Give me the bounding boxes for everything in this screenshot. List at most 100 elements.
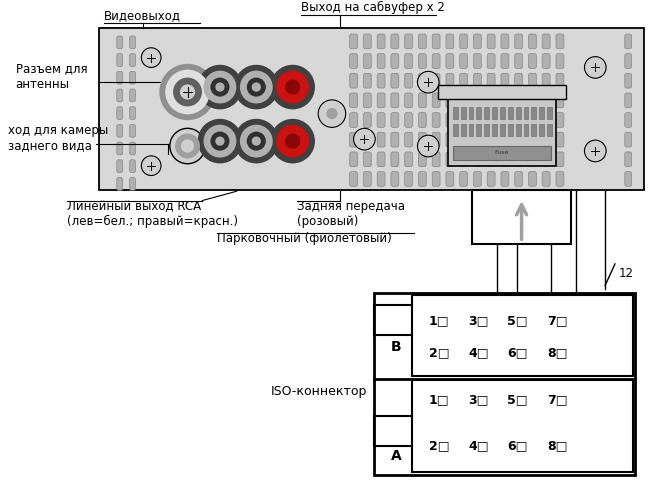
Text: A: A	[391, 449, 401, 463]
Bar	[523, 124, 529, 136]
Bar	[453, 146, 551, 160]
FancyBboxPatch shape	[405, 172, 412, 186]
FancyBboxPatch shape	[405, 132, 412, 147]
Bar	[412, 295, 633, 376]
FancyBboxPatch shape	[364, 53, 372, 69]
FancyBboxPatch shape	[405, 93, 412, 108]
Circle shape	[235, 120, 278, 163]
FancyBboxPatch shape	[501, 53, 509, 69]
Text: Парковочный (фиолетовый): Парковочный (фиолетовый)	[217, 232, 392, 245]
Bar	[453, 124, 458, 136]
FancyBboxPatch shape	[129, 71, 135, 84]
FancyBboxPatch shape	[556, 172, 564, 186]
FancyBboxPatch shape	[418, 132, 426, 147]
FancyBboxPatch shape	[625, 132, 632, 147]
Text: 5□: 5□	[508, 393, 528, 406]
Circle shape	[241, 71, 272, 103]
FancyBboxPatch shape	[405, 73, 412, 88]
Bar	[523, 107, 529, 119]
FancyBboxPatch shape	[487, 172, 495, 186]
Text: 4□: 4□	[468, 346, 488, 359]
Bar	[508, 124, 513, 136]
FancyBboxPatch shape	[543, 93, 550, 108]
Bar	[547, 107, 552, 119]
Circle shape	[216, 137, 224, 145]
Circle shape	[277, 71, 308, 103]
FancyBboxPatch shape	[556, 73, 564, 88]
FancyBboxPatch shape	[460, 34, 467, 49]
FancyBboxPatch shape	[377, 172, 385, 186]
FancyBboxPatch shape	[501, 34, 509, 49]
FancyBboxPatch shape	[473, 53, 481, 69]
FancyBboxPatch shape	[556, 152, 564, 167]
FancyBboxPatch shape	[432, 93, 440, 108]
FancyBboxPatch shape	[556, 34, 564, 49]
FancyBboxPatch shape	[391, 152, 399, 167]
FancyBboxPatch shape	[529, 34, 537, 49]
Circle shape	[235, 66, 278, 109]
Circle shape	[327, 109, 337, 119]
FancyBboxPatch shape	[117, 142, 123, 155]
FancyBboxPatch shape	[432, 34, 440, 49]
FancyBboxPatch shape	[529, 73, 537, 88]
FancyBboxPatch shape	[377, 132, 385, 147]
FancyBboxPatch shape	[418, 53, 426, 69]
FancyBboxPatch shape	[487, 152, 495, 167]
Circle shape	[166, 70, 209, 114]
FancyBboxPatch shape	[418, 152, 426, 167]
FancyBboxPatch shape	[529, 113, 537, 127]
FancyBboxPatch shape	[350, 132, 358, 147]
FancyBboxPatch shape	[350, 113, 358, 127]
FancyBboxPatch shape	[625, 93, 632, 108]
FancyBboxPatch shape	[405, 34, 412, 49]
Circle shape	[204, 125, 236, 157]
Circle shape	[174, 78, 201, 106]
Bar	[515, 124, 521, 136]
FancyBboxPatch shape	[432, 53, 440, 69]
FancyBboxPatch shape	[405, 53, 412, 69]
FancyBboxPatch shape	[625, 34, 632, 49]
FancyBboxPatch shape	[529, 132, 537, 147]
Text: Линейный выход RCA
(лев=бел.; правый=красн.): Линейный выход RCA (лев=бел.; правый=кра…	[67, 200, 238, 228]
FancyBboxPatch shape	[391, 93, 399, 108]
FancyBboxPatch shape	[543, 73, 550, 88]
FancyBboxPatch shape	[487, 113, 495, 127]
FancyBboxPatch shape	[446, 172, 454, 186]
FancyBboxPatch shape	[432, 172, 440, 186]
FancyBboxPatch shape	[432, 113, 440, 127]
FancyBboxPatch shape	[129, 124, 135, 137]
FancyBboxPatch shape	[529, 172, 537, 186]
FancyBboxPatch shape	[543, 53, 550, 69]
FancyBboxPatch shape	[377, 73, 385, 88]
FancyBboxPatch shape	[391, 53, 399, 69]
FancyBboxPatch shape	[460, 73, 467, 88]
Bar	[531, 124, 537, 136]
FancyBboxPatch shape	[418, 172, 426, 186]
Bar	[461, 107, 465, 119]
FancyBboxPatch shape	[515, 34, 523, 49]
FancyBboxPatch shape	[543, 152, 550, 167]
FancyBboxPatch shape	[543, 172, 550, 186]
FancyBboxPatch shape	[460, 152, 467, 167]
FancyBboxPatch shape	[391, 132, 399, 147]
Text: 8□: 8□	[546, 346, 567, 359]
FancyBboxPatch shape	[391, 172, 399, 186]
FancyBboxPatch shape	[364, 73, 372, 88]
FancyBboxPatch shape	[364, 172, 372, 186]
FancyBboxPatch shape	[446, 152, 454, 167]
FancyBboxPatch shape	[515, 93, 523, 108]
Circle shape	[277, 125, 308, 157]
Circle shape	[271, 66, 314, 109]
FancyBboxPatch shape	[446, 53, 454, 69]
Bar	[473, 190, 571, 244]
FancyBboxPatch shape	[129, 142, 135, 155]
FancyBboxPatch shape	[529, 53, 537, 69]
Bar	[469, 124, 473, 136]
FancyBboxPatch shape	[129, 36, 135, 49]
FancyBboxPatch shape	[117, 177, 123, 190]
FancyBboxPatch shape	[446, 113, 454, 127]
FancyBboxPatch shape	[501, 132, 509, 147]
FancyBboxPatch shape	[473, 93, 481, 108]
Circle shape	[160, 65, 215, 120]
FancyBboxPatch shape	[556, 132, 564, 147]
